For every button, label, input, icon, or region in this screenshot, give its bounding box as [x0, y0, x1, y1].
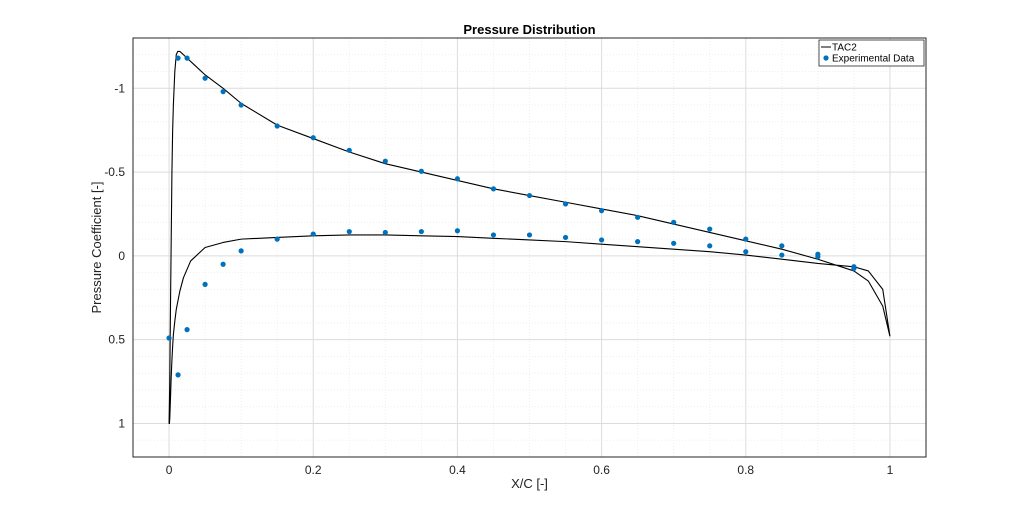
data-point-experimental: [526, 232, 533, 238]
data-point-experimental: [184, 327, 190, 333]
chart-title: Pressure Distribution: [463, 22, 595, 37]
y-tick-label: -1: [114, 81, 125, 95]
data-point-experimental: [671, 240, 677, 246]
x-tick-label: 0.6: [593, 463, 610, 477]
y-tick-label: 0.5: [108, 333, 125, 347]
data-point-experimental: [310, 135, 316, 141]
data-point-experimental: [220, 89, 226, 95]
series-line-tac2: [168, 50, 891, 425]
legend-box: [818, 39, 925, 67]
data-point-experimental: [454, 228, 461, 234]
data-point-experimental: [418, 168, 424, 174]
data-point-experimental: [202, 281, 208, 287]
data-point-experimental: [490, 232, 497, 238]
data-point-experimental: [490, 186, 497, 192]
data-point-experimental: [671, 219, 677, 225]
y-tick-label: -0.5: [104, 165, 125, 179]
data-point-experimental: [346, 228, 352, 235]
data-point-experimental: [779, 243, 785, 249]
data-point-experimental: [202, 75, 208, 81]
legend-entry-experimental: Experimental Data: [832, 54, 915, 65]
x-tick-label: 0: [166, 463, 173, 477]
data-point-experimental: [815, 251, 821, 257]
legend-dot-marker: [823, 55, 829, 61]
data-point-experimental: [418, 228, 424, 235]
data-point-experimental: [454, 176, 461, 182]
data-point-experimental: [346, 147, 352, 153]
y-tick-label: 1: [118, 416, 125, 430]
data-point-experimental: [238, 248, 244, 254]
data-point-experimental: [635, 214, 641, 220]
data-point-experimental: [310, 231, 316, 237]
legend-entry-tac2: TAC2: [832, 43, 857, 54]
data-point-experimental: [598, 237, 605, 243]
data-point-experimental: [274, 123, 280, 129]
data-point-experimental: [526, 192, 533, 199]
grid-layer: [132, 37, 927, 458]
x-tick-label: 0.4: [449, 463, 466, 477]
data-point-experimental: [382, 229, 388, 236]
data-point-experimental: [238, 102, 244, 108]
data-point-experimental: [382, 158, 388, 164]
x-tick-label: 1: [887, 463, 894, 477]
x-tick-label: 0.8: [737, 463, 754, 477]
data-point-experimental: [175, 55, 181, 61]
data-point-experimental: [707, 226, 713, 232]
data-point-experimental: [779, 252, 785, 258]
plot-area-frame: [132, 37, 927, 458]
data-point-experimental: [707, 243, 713, 249]
data-point-experimental: [175, 372, 181, 378]
data-point-experimental: [743, 236, 749, 242]
data-point-experimental: [851, 265, 857, 272]
data-point-experimental: [562, 201, 569, 207]
legend: TAC2 Experimental Data: [818, 39, 925, 67]
y-tick-label: 0: [118, 249, 125, 263]
data-point-experimental: [274, 236, 280, 242]
x-tick-labels: 0 0.2 0.4 0.6 0.8 1: [166, 463, 894, 477]
y-tick-labels: -1 -0.5 0 0.5 1: [104, 81, 125, 430]
data-point-experimental: [166, 335, 172, 341]
data-point-experimental: [220, 261, 226, 267]
data-point-experimental: [635, 239, 641, 245]
data-point-experimental: [562, 234, 569, 241]
series-layer: [166, 50, 891, 425]
data-point-experimental: [598, 208, 605, 214]
data-point-experimental: [743, 249, 749, 255]
x-axis-label: X/C [-]: [511, 476, 548, 491]
x-tick-label: 0.2: [305, 463, 322, 477]
data-point-experimental: [184, 55, 190, 61]
y-axis-label: Pressure Coefficient [-]: [89, 182, 104, 314]
